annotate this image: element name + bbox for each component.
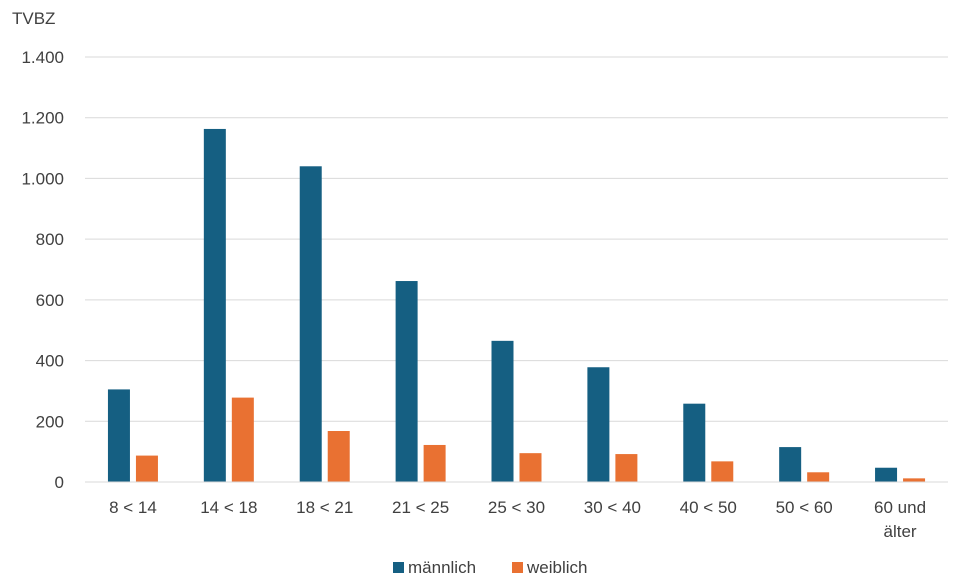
legend-item-maennlich: männlich bbox=[393, 558, 476, 577]
bar-weiblich-3 bbox=[423, 444, 446, 482]
bar-weiblich-6 bbox=[711, 461, 734, 482]
bar-maennlich-2 bbox=[299, 166, 322, 483]
x-tick-label: 60 und älter bbox=[874, 498, 926, 541]
bar-maennlich-0 bbox=[107, 389, 130, 482]
bar-weiblich-4 bbox=[519, 453, 542, 482]
x-tick-label: 25 < 30 bbox=[488, 498, 545, 517]
legend-label: weiblich bbox=[526, 558, 587, 577]
y-tick-label: 800 bbox=[36, 230, 64, 249]
legend-swatch bbox=[393, 562, 404, 573]
x-tick-label: 18 < 21 bbox=[296, 498, 353, 517]
bar-weiblich-1 bbox=[231, 397, 254, 482]
bar-maennlich-4 bbox=[491, 340, 514, 482]
y-axis-ticks: 0 200 400 600 800 1.000 1.200 1.400 bbox=[21, 48, 64, 492]
bar-weiblich-5 bbox=[615, 454, 638, 482]
gridlines bbox=[85, 56, 948, 422]
x-tick-label: 21 < 25 bbox=[392, 498, 449, 517]
y-tick-label: 200 bbox=[36, 412, 64, 431]
legend-swatch bbox=[512, 562, 523, 573]
bar-maennlich-6 bbox=[683, 403, 706, 482]
x-tick-label: 50 < 60 bbox=[776, 498, 833, 517]
bar-maennlich-3 bbox=[395, 281, 418, 482]
x-tick-label: 14 < 18 bbox=[200, 498, 257, 517]
bar-maennlich-5 bbox=[587, 367, 610, 482]
x-axis-ticks: 8 < 14 14 < 18 18 < 21 21 < 25 25 < 30 30 < 4… bbox=[109, 498, 926, 541]
y-tick-label: 1.000 bbox=[21, 169, 64, 188]
bar-weiblich-2 bbox=[327, 431, 350, 482]
legend-item-weiblich: weiblich bbox=[512, 558, 587, 577]
y-axis-title: TVBZ bbox=[12, 9, 55, 28]
legend: männlich weiblich bbox=[393, 558, 587, 577]
x-tick-label: 8 < 14 bbox=[109, 498, 157, 517]
legend-label: männlich bbox=[408, 558, 476, 577]
y-tick-label: 600 bbox=[36, 291, 64, 310]
bar-weiblich-8 bbox=[903, 478, 926, 482]
bar-weiblich-0 bbox=[135, 455, 158, 482]
y-tick-label: 1.200 bbox=[21, 109, 64, 128]
y-tick-label: 1.400 bbox=[21, 48, 64, 67]
bar-maennlich-8 bbox=[875, 467, 898, 482]
bar-maennlich-7 bbox=[779, 447, 802, 482]
bars bbox=[107, 128, 926, 483]
bar-weiblich-7 bbox=[807, 472, 830, 482]
bar-maennlich-1 bbox=[203, 128, 226, 483]
x-tick-label: 40 < 50 bbox=[680, 498, 737, 517]
y-tick-label: 400 bbox=[36, 352, 64, 371]
y-tick-label: 0 bbox=[55, 473, 64, 492]
x-tick-label: 30 < 40 bbox=[584, 498, 641, 517]
